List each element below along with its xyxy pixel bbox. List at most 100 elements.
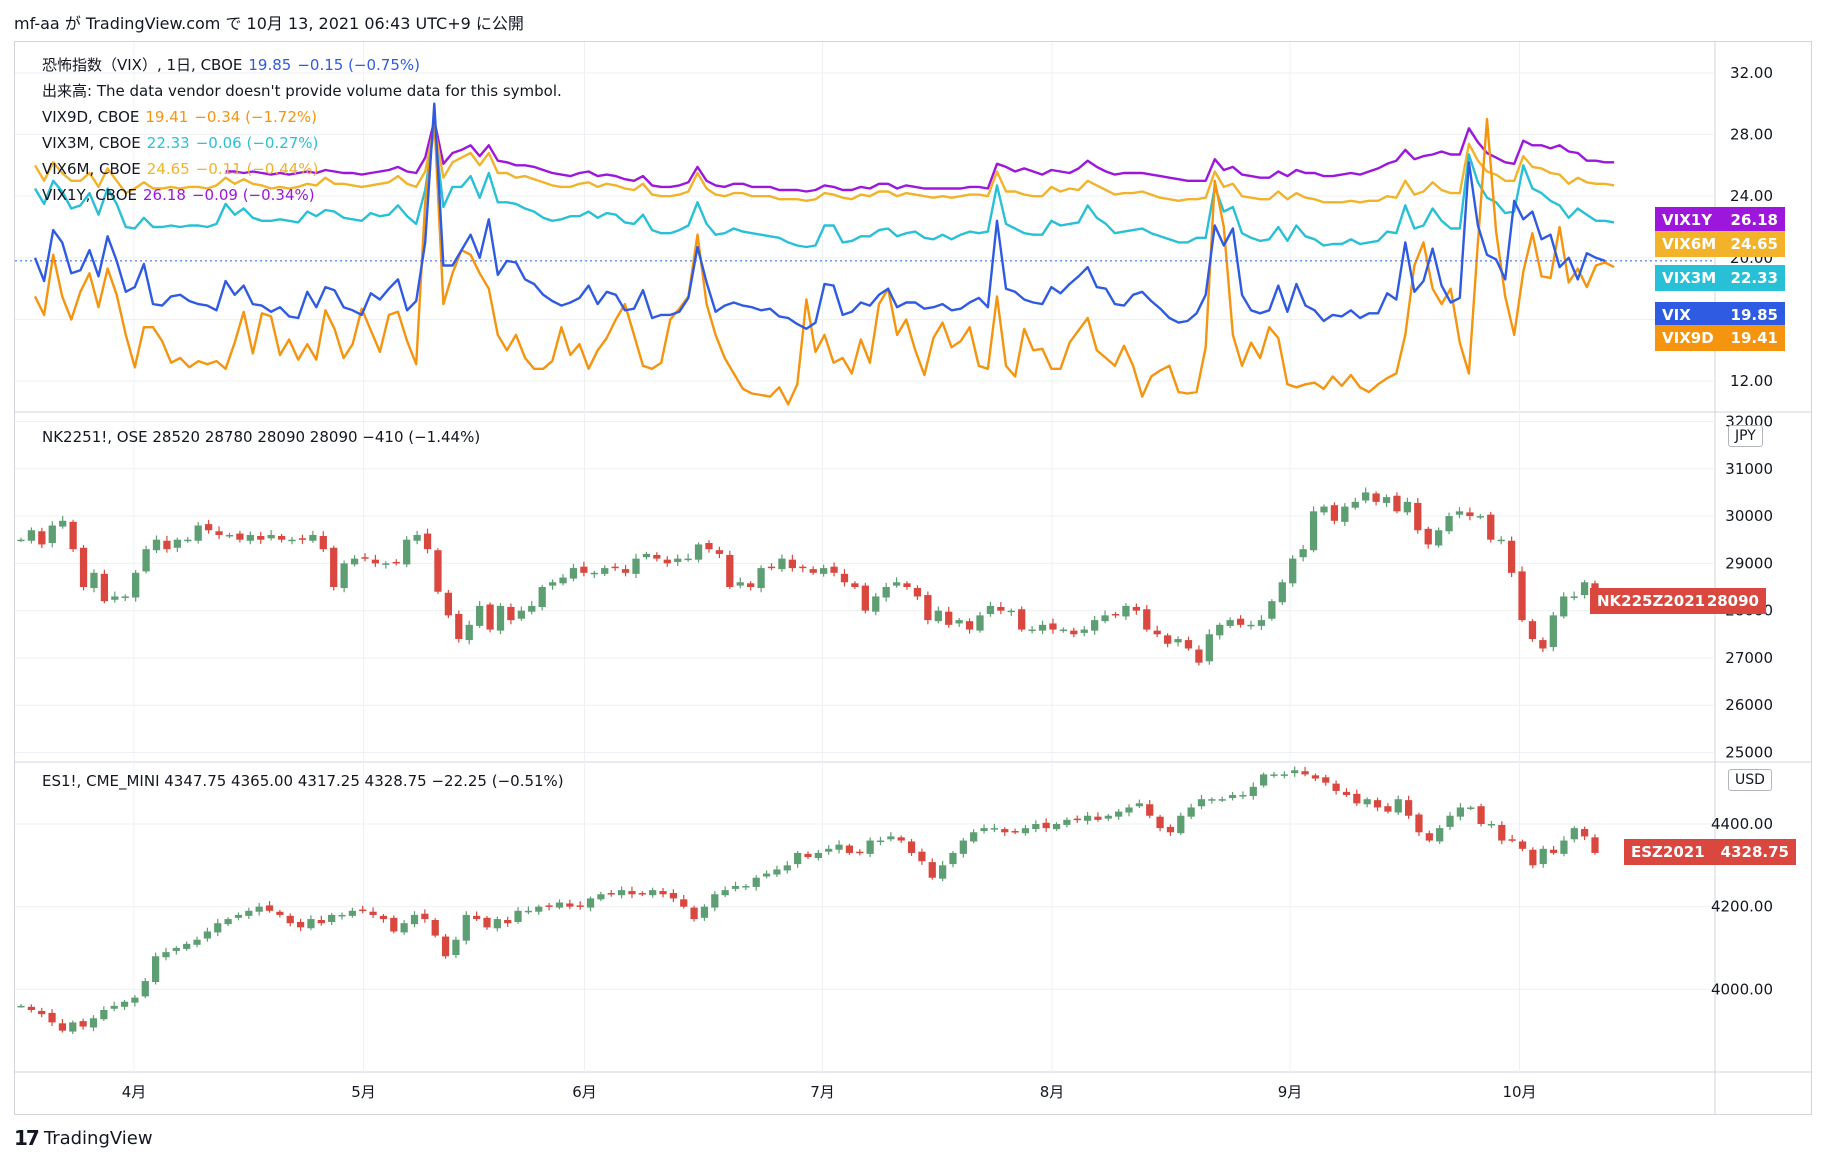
candle-body: [1591, 837, 1599, 853]
candle-body: [462, 914, 470, 941]
candle-body: [621, 569, 630, 573]
price-tick-label: 4000.00: [1711, 980, 1773, 998]
candle-body: [1115, 811, 1123, 817]
vix-legend-row[interactable]: 出来高: The data vendor doesn't provide vol…: [42, 82, 568, 100]
price-tick-label: 32.00: [1730, 64, 1773, 82]
candle-body: [799, 566, 807, 569]
candle-body: [330, 547, 338, 587]
tradingview-brand: TradingView: [43, 1127, 153, 1149]
candle-body: [1549, 849, 1558, 853]
price-tag-value: 26.18: [1730, 211, 1778, 229]
candle-body: [1425, 833, 1433, 841]
candle-body: [465, 624, 473, 641]
candle-body: [245, 910, 253, 916]
candle-body: [1342, 791, 1351, 796]
candle-body: [1001, 829, 1009, 833]
candle-body: [338, 914, 346, 917]
candle-body: [1581, 829, 1589, 837]
nk-price-tag-value: 28090: [1706, 592, 1759, 610]
nk-legend: NK2251!, OSE 28520 28780 28090 28090 −41…: [42, 428, 481, 446]
candle-body: [38, 1010, 46, 1015]
series-line-vix6m: [33, 124, 1615, 204]
candle-body: [1330, 505, 1339, 521]
chart-canvas[interactable]: 4月5月6月7月8月9月10月12.0016.0020.0024.0028.00…: [15, 42, 1811, 1114]
candle-body: [990, 828, 999, 830]
price-tag-label: VIX6M: [1662, 235, 1717, 253]
candle-body: [949, 852, 957, 865]
vix-legend-row[interactable]: VIX1Y, CBOE 26.18 −0.09 (−0.34%): [42, 186, 321, 204]
legend-series-change: −0.15 (−0.75%): [297, 56, 420, 74]
candle-body: [814, 852, 822, 858]
candle-body: [1467, 807, 1475, 809]
candle-body: [17, 539, 25, 542]
candle-body: [89, 1018, 98, 1028]
candle-body: [1038, 624, 1047, 631]
vix-legend-row[interactable]: VIX9D, CBOE 19.41 −0.34 (−1.72%): [42, 108, 323, 126]
vix-legend-row[interactable]: VIX6M, CBOE 24.65 −0.11 (−0.44%): [42, 160, 324, 178]
candle-body: [1226, 620, 1234, 626]
legend-series-name: VIX9D, CBOE: [42, 108, 140, 126]
tradingview-logo[interactable]: 17 TradingView: [14, 1126, 153, 1150]
candle-body: [1080, 629, 1088, 633]
candle-body: [997, 606, 1005, 611]
candle-body: [1187, 807, 1195, 817]
candle-body: [69, 521, 77, 550]
candle-body: [434, 550, 442, 592]
candle-body: [1070, 630, 1078, 635]
price-tag-label: VIX: [1662, 306, 1691, 324]
candle-body: [17, 1005, 25, 1008]
nk-price-tag: NK225Z2021 28090: [1590, 588, 1766, 614]
candle-body: [1373, 800, 1382, 808]
legend-series-value: 24.65: [146, 160, 190, 178]
candle-body: [1247, 624, 1255, 627]
candle-body: [872, 596, 880, 612]
nk-currency-button[interactable]: JPY: [1728, 425, 1763, 447]
candle-body: [576, 905, 584, 907]
es-price-tag-value: 4328.75: [1720, 843, 1789, 861]
candle-body: [1291, 770, 1299, 774]
candle-body: [225, 534, 234, 537]
candle-body: [580, 566, 588, 573]
candle-body: [752, 877, 760, 887]
candle-body: [421, 913, 429, 920]
es-currency-button[interactable]: USD: [1728, 769, 1772, 791]
candle-body: [1091, 620, 1099, 631]
vix-legend-row[interactable]: 恐怖指数（VIX）, 1日, CBOE 19.85 −0.15 (−0.75%): [42, 56, 426, 74]
month-label: 6月: [572, 1083, 597, 1101]
candle-body: [632, 558, 640, 574]
candle-body: [257, 536, 265, 540]
vix-legend-row[interactable]: VIX3M, CBOE 22.33 −0.06 (−0.27%): [42, 134, 324, 152]
candle-body: [48, 525, 56, 544]
candle-body: [1487, 514, 1495, 540]
candle-body: [887, 836, 895, 840]
candle-body: [58, 1023, 67, 1031]
candle-body: [27, 1006, 35, 1010]
candle-body: [1122, 605, 1130, 617]
candle-body: [907, 841, 916, 853]
candle-body: [1063, 819, 1071, 825]
candle-body: [1353, 793, 1361, 804]
candle-body: [747, 583, 755, 587]
candle-body: [1249, 786, 1257, 796]
candle-body: [1466, 512, 1474, 517]
candle-body: [348, 910, 356, 916]
candle-body: [444, 592, 453, 616]
price-tag-value: 24.65: [1730, 235, 1778, 253]
price-tag-label: VIX3M: [1662, 269, 1717, 287]
candle-body: [649, 890, 657, 896]
chart-frame[interactable]: 4月5月6月7月8月9月10月12.0016.0020.0024.0028.00…: [14, 41, 1812, 1115]
candle-body: [825, 848, 833, 852]
candle-body: [1539, 640, 1547, 649]
candle-body: [1320, 506, 1328, 513]
candle-body: [1032, 824, 1040, 830]
candle-body: [711, 894, 719, 908]
candle-body: [1445, 516, 1453, 532]
candle-body: [548, 582, 557, 586]
candle-body: [276, 911, 284, 915]
candle-body: [1299, 549, 1307, 558]
legend-series-name: 恐怖指数（VIX）, 1日, CBOE: [42, 56, 243, 74]
candle-body: [535, 906, 543, 912]
candle-body: [1382, 497, 1391, 503]
candle-body: [1351, 501, 1359, 508]
candle-body: [835, 844, 843, 850]
